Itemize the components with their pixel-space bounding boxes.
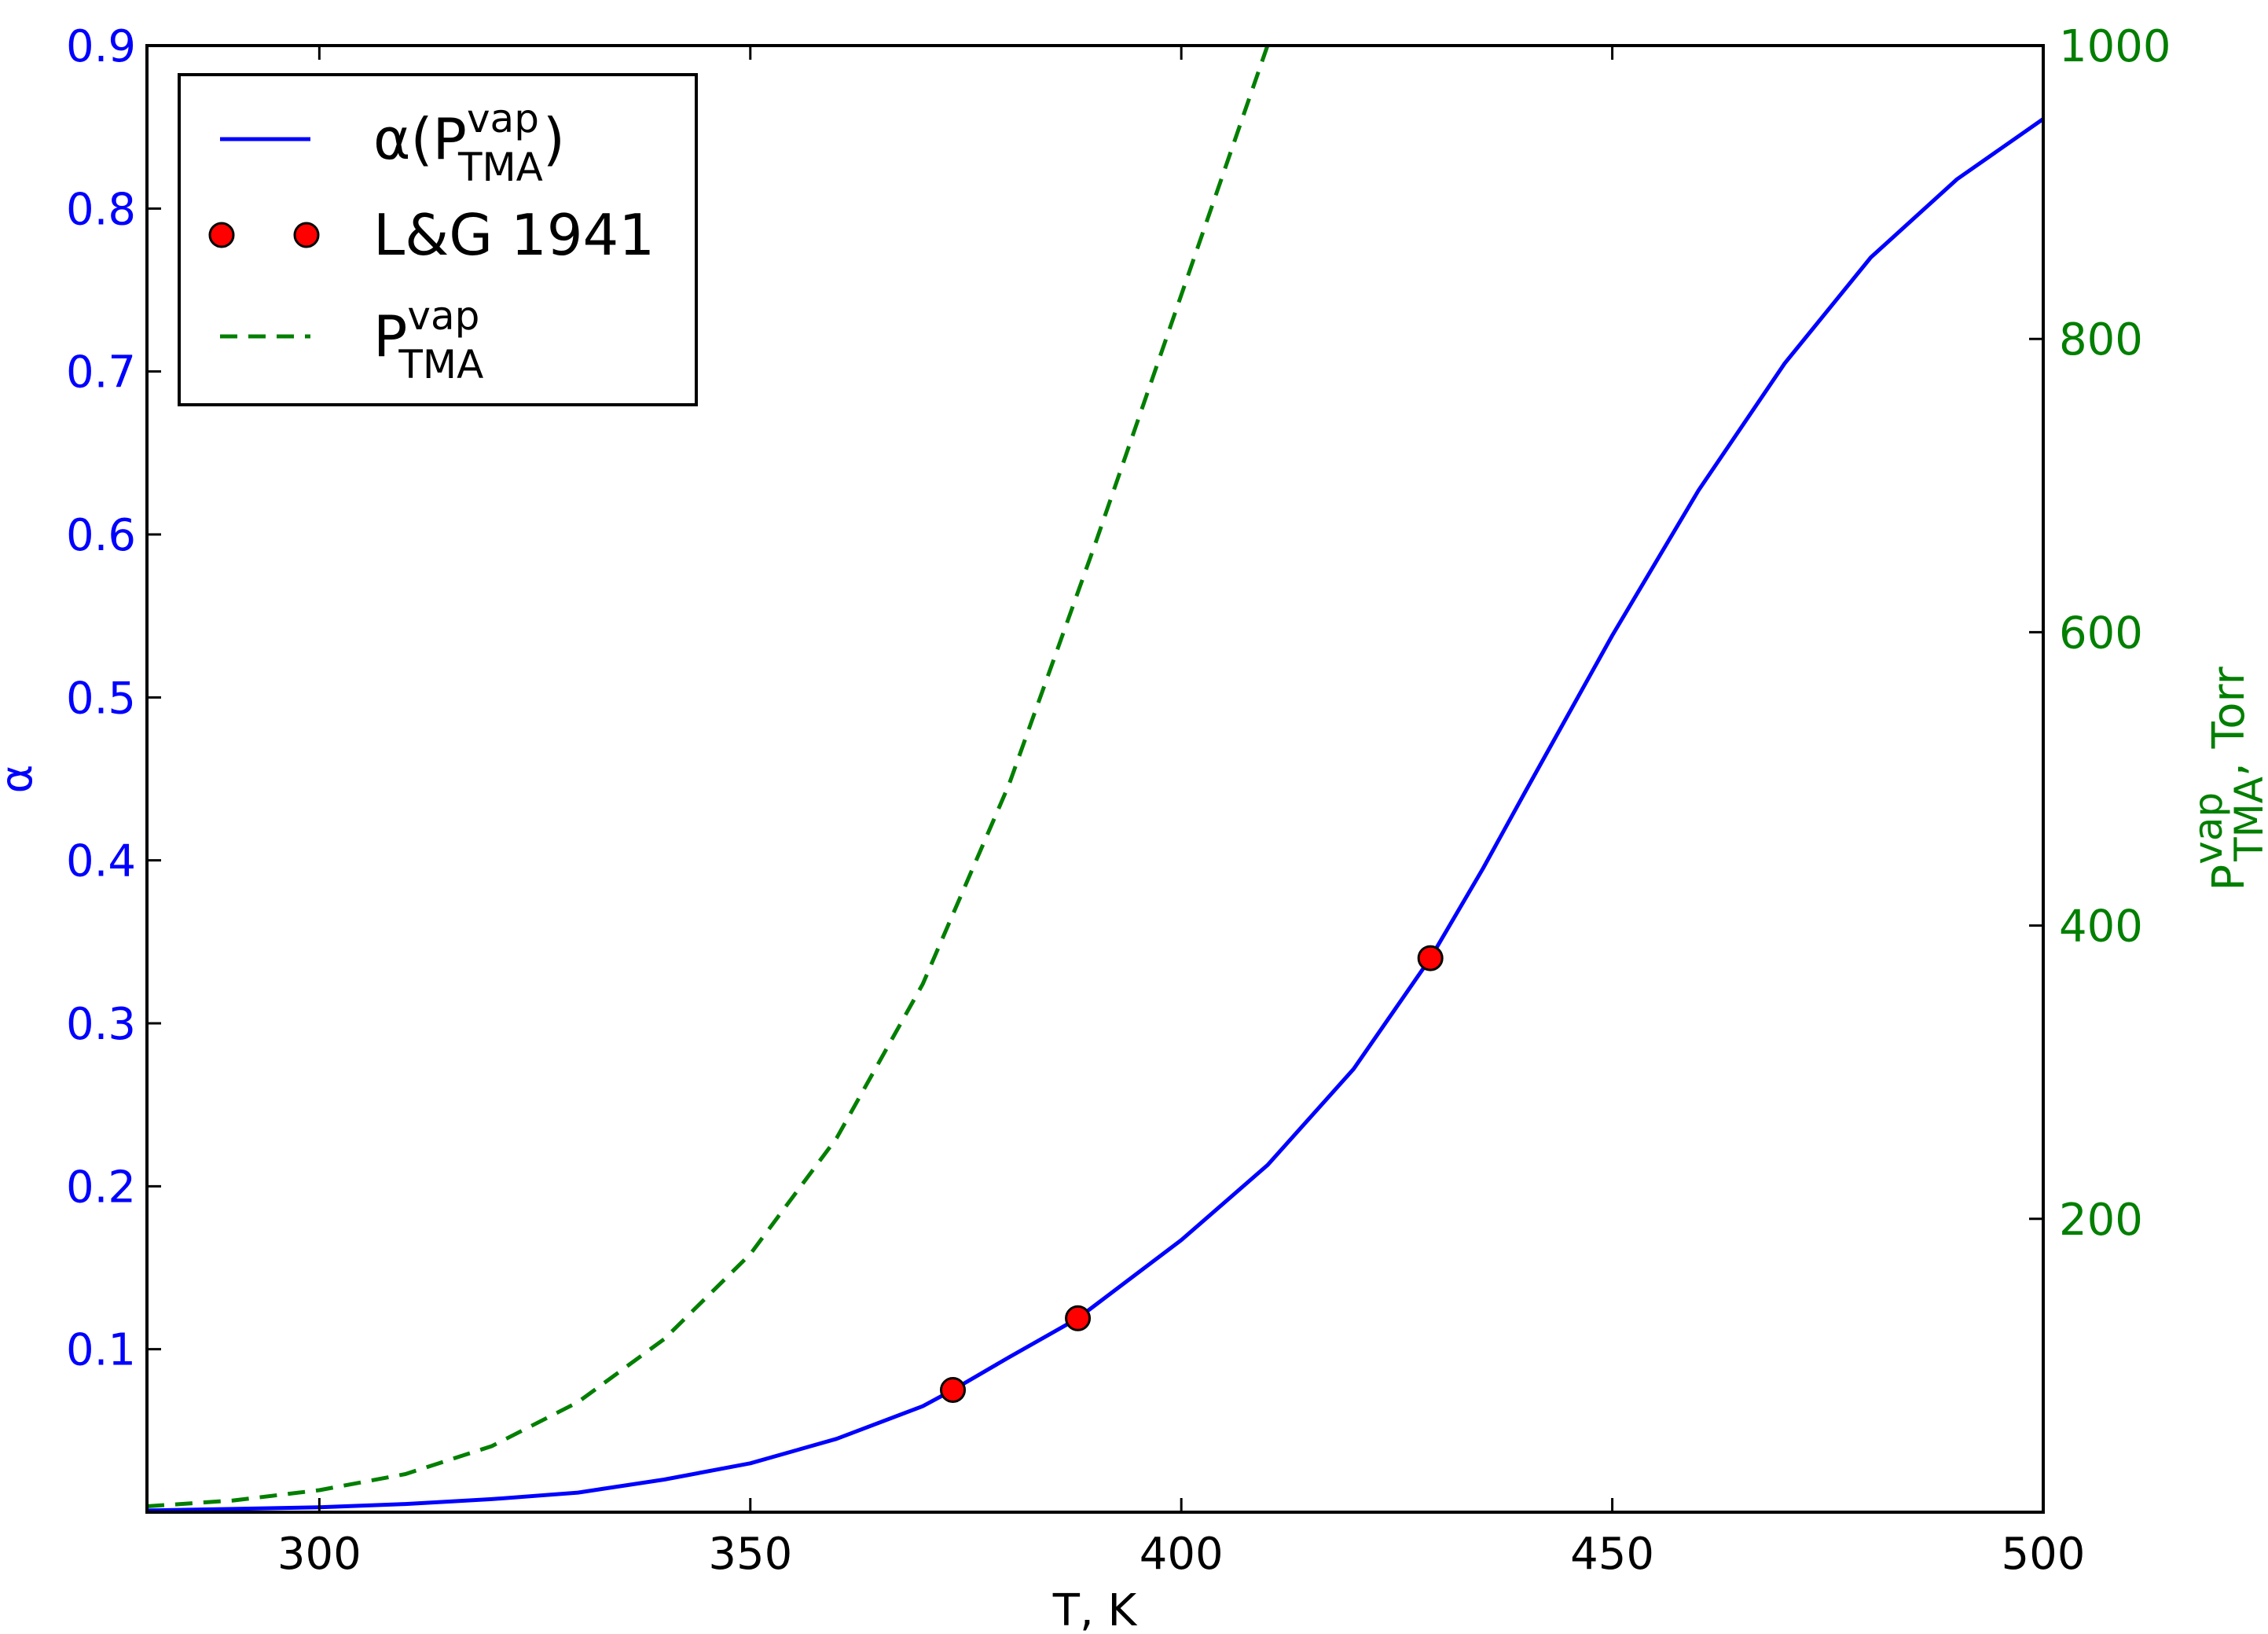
y-right-tick-label: 400 [2059,901,2143,953]
y-right-axis-label: PvapTMA, Torr [2185,666,2268,890]
series-line-alpha [147,117,2043,1512]
legend-label-alpha: α(Pvap TMA) [373,96,565,190]
y-left-tick-label: 0.7 [66,347,136,398]
y-right-tick-label: 600 [2059,608,2143,659]
y-left-axis-label: α [0,765,42,794]
legend-marker-lg1941-a [208,222,235,248]
y-right-tick-label: 1000 [2059,21,2171,72]
legend-marker-lg1941-b [293,222,320,248]
data-point-lg1941 [940,1377,967,1403]
y-left-tick-label: 0.3 [66,999,136,1050]
legend: α(Pvap TMA) L&G 1941 Pvap TMA [178,73,698,406]
y-left-tick-label: 0.1 [66,1325,136,1376]
axes-ticks: 300 350 400 450 500 0.1 0.2 0.3 0.4 0.5 0.6 0.7 0.8 0… [66,21,2171,1580]
x-tick-label: 450 [1570,1529,1654,1580]
y-right-tick-label: 200 [2059,1195,2143,1246]
plot-frame [145,44,2045,1514]
x-tick-label: 400 [1140,1529,1224,1580]
legend-label-pvap: Pvap TMA [373,293,483,387]
legend-box [178,73,698,406]
x-axis-label: T, K [1052,1585,1138,1634]
data-point-lg1941 [1417,945,1444,971]
y-left-tick-label: 0.9 [66,21,136,72]
legend-label-lg1941: L&G 1941 [373,202,655,268]
y-right-tick-label: 800 [2059,314,2143,365]
series-line-pvap [147,46,1270,1508]
y-left-tick-label: 0.4 [66,836,136,887]
y-left-tick-label: 0.6 [66,510,136,561]
x-tick-label: 300 [277,1529,361,1580]
y-left-tick-label: 0.8 [66,184,136,235]
y-left-tick-label: 0.2 [66,1162,136,1213]
plot-content [147,46,2043,1512]
x-tick-label: 500 [2002,1529,2086,1580]
y-left-tick-label: 0.5 [66,673,136,724]
x-tick-label: 350 [708,1529,792,1580]
data-point-lg1941 [1065,1305,1092,1331]
